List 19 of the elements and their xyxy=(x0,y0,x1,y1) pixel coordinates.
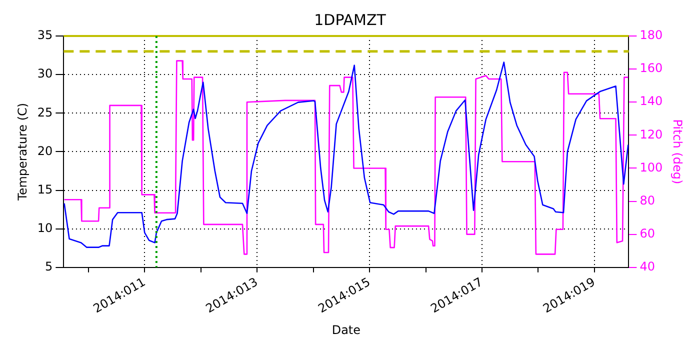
y2-tick-label: 120 xyxy=(640,127,663,142)
y-tick-label: 25 xyxy=(37,105,53,120)
y2-tick-label: 100 xyxy=(640,160,663,174)
x-axis-title: Date xyxy=(332,322,361,337)
y2-tick-label: 180 xyxy=(640,28,663,42)
y-tick-label: 20 xyxy=(37,144,53,158)
y2-axis-title: Pitch (deg) xyxy=(670,119,685,184)
y2-tick-label: 40 xyxy=(640,260,655,274)
y-tick-label: 5 xyxy=(45,260,53,274)
y2-tick-label: 80 xyxy=(640,193,655,208)
chart-title: 1DPAMZT xyxy=(314,10,387,29)
y-tick-label: 30 xyxy=(37,66,53,81)
y-axis-title: Temperature (C) xyxy=(15,102,30,202)
y2-tick-label: 160 xyxy=(640,61,663,76)
y2-tick-label: 140 xyxy=(640,94,663,108)
y-tick-label: 15 xyxy=(37,182,53,196)
y-tick-label: 35 xyxy=(37,28,53,42)
y-tick-label: 10 xyxy=(37,220,53,235)
y2-tick-label: 60 xyxy=(640,226,655,240)
